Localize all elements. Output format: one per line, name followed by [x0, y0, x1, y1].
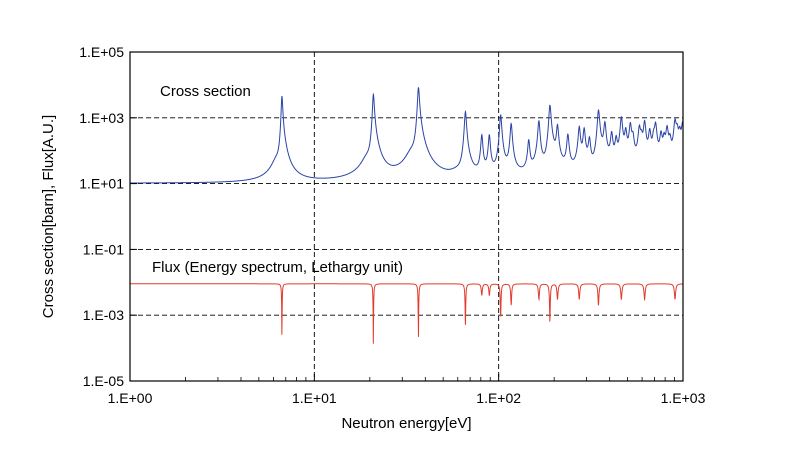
y-tick-labels: 1.E+05 1.E+03 1.E+01 1.E-01 1.E-03 1.E-05 [79, 44, 124, 389]
y-axis-label: Cross section[barn], Flux[A.U.] [40, 115, 57, 318]
series-layer [130, 87, 684, 344]
y-tick-label: 1.E+01 [79, 176, 124, 192]
annotation-cross-section: Cross section [160, 83, 251, 100]
plot-frame [129, 51, 684, 382]
y-tick-label: 1.E+03 [79, 110, 124, 126]
grid-lines [130, 52, 683, 381]
tick-marks [129, 51, 684, 382]
x-tick-label: 1.E+01 [292, 390, 337, 406]
x-tick-label: 1.E+03 [661, 390, 706, 406]
series-cross-section-line [130, 87, 684, 184]
x-axis-label: Neutron energy[eV] [341, 415, 471, 432]
y-tick-label: 1.E-05 [83, 373, 124, 389]
x-tick-labels: 1.E+00 1.E+01 1.E+02 1.E+03 [108, 390, 706, 406]
x-tick-label: 1.E+02 [476, 390, 521, 406]
x-tick-label: 1.E+00 [108, 390, 153, 406]
annotation-flux: Flux (Energy spectrum, Lethargy unit) [152, 259, 403, 276]
y-tick-label: 1.E+05 [79, 44, 124, 60]
series-flux-line [130, 283, 684, 344]
y-tick-label: 1.E-03 [83, 307, 124, 323]
y-tick-label: 1.E-01 [83, 241, 124, 257]
